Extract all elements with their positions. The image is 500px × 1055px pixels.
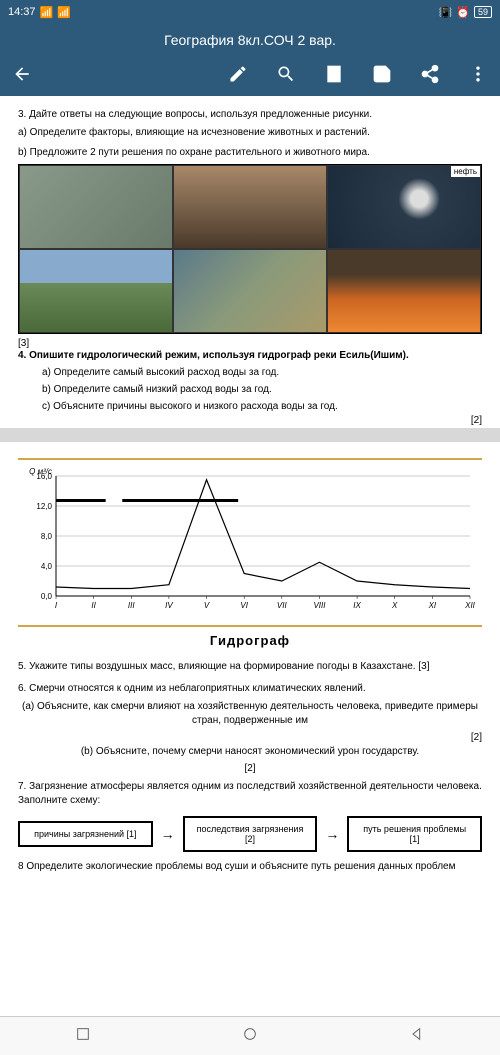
document-title: География 8кл.СОЧ 2 вар. — [164, 32, 336, 48]
nav-recent-button[interactable] — [75, 1026, 91, 1047]
q4b-text: b) Определите самый низкий расход воды з… — [42, 384, 482, 395]
image-plant — [19, 249, 173, 333]
document-content[interactable]: 3. Дайте ответы на следующие вопросы, ис… — [0, 96, 500, 1016]
page-break — [0, 428, 500, 442]
nav-back-button[interactable] — [409, 1026, 425, 1047]
more-button[interactable] — [468, 64, 488, 89]
svg-text:II: II — [91, 601, 96, 610]
nav-home-button[interactable] — [242, 1026, 258, 1047]
flow-box-1: причины загрязнений [1] — [18, 821, 153, 847]
chart-title: Гидрограф — [18, 633, 482, 648]
q6b-text: (b) Объясните, почему смерчи наносят эко… — [18, 745, 482, 759]
q4c-text: c) Объясните причины высокого и низкого … — [42, 401, 482, 412]
document-button[interactable] — [324, 64, 344, 89]
status-bar: 14:37 📶 📶 📳 ⏰ 59 — [0, 0, 500, 24]
q5-text: 5. Укажите типы воздушных масс, влияющие… — [18, 660, 482, 674]
svg-text:8,0: 8,0 — [41, 532, 53, 541]
svg-text:0,0: 0,0 — [41, 592, 53, 601]
image-grid: нефть — [18, 164, 482, 334]
q3-score: [3] — [18, 338, 482, 349]
toolbar — [0, 56, 500, 96]
svg-text:VI: VI — [240, 601, 248, 610]
image-trash — [173, 249, 327, 333]
svg-text:12,0: 12,0 — [36, 502, 52, 511]
signal-icon: 📶 — [40, 6, 54, 19]
q4a-text: a) Определите самый высокий расход воды … — [42, 367, 482, 378]
svg-text:I: I — [55, 601, 58, 610]
battery-icon: 59 — [474, 6, 492, 18]
svg-text:VII: VII — [277, 601, 288, 610]
q6a-score: [2] — [18, 732, 482, 743]
svg-text:X: X — [391, 601, 398, 610]
share-button[interactable] — [420, 64, 440, 89]
image-oil: нефть — [327, 165, 481, 249]
q8-text: 8 Определите экологические проблемы вод … — [18, 860, 482, 874]
svg-text:Q м³/с: Q м³/с — [29, 467, 52, 476]
svg-text:XII: XII — [464, 601, 476, 610]
svg-text:XI: XI — [428, 601, 437, 610]
oil-label: нефть — [451, 166, 480, 177]
q4-text: 4. Опишите гидрологический режим, исполь… — [18, 349, 482, 363]
svg-text:IX: IX — [353, 601, 361, 610]
vibrate-icon: 📳 — [439, 6, 453, 19]
chart-container: 0,04,08,012,016,0Q м³/сIIIIIIIVVVIVIIVII… — [18, 458, 482, 648]
nav-bar — [0, 1016, 500, 1055]
alarm-icon: ⏰ — [456, 6, 470, 19]
hydrograph-chart: 0,04,08,012,016,0Q м³/сIIIIIIIVVVIVIIVII… — [18, 466, 482, 616]
image-fish — [19, 165, 173, 249]
q3a-text: а) Определите факторы, влияющие на исчез… — [18, 126, 482, 140]
edit-button[interactable] — [228, 64, 248, 89]
arrow-icon: → — [161, 826, 175, 842]
flow-diagram: причины загрязнений [1] → последствия за… — [18, 816, 482, 852]
save-button[interactable] — [372, 64, 392, 89]
svg-text:4,0: 4,0 — [41, 562, 53, 571]
q3b-text: b) Предложите 2 пути решения по охране р… — [18, 146, 482, 160]
back-button[interactable] — [12, 64, 32, 89]
svg-text:V: V — [204, 601, 210, 610]
q6-text: 6. Смерчи относятся к одним из неблагопр… — [18, 682, 482, 696]
status-time: 14:37 — [8, 6, 36, 18]
title-bar: География 8кл.СОЧ 2 вар. — [0, 24, 500, 56]
q4-score: [2] — [18, 415, 482, 426]
svg-text:VIII: VIII — [313, 601, 326, 610]
q6b-score: [2] — [18, 763, 482, 774]
flow-box-2: последствия загрязнения [2] — [183, 816, 318, 852]
arrow-icon: → — [325, 826, 339, 842]
q7-text: 7. Загрязнение атмосферы является одним … — [18, 780, 482, 808]
flow-box-3: путь решения проблемы [1] — [347, 816, 482, 852]
svg-text:IV: IV — [165, 601, 173, 610]
wifi-icon: 📶 — [57, 6, 71, 19]
search-button[interactable] — [276, 64, 296, 89]
q6a-text: (а) Объясните, как смерчи влияют на хозя… — [18, 700, 482, 728]
q3-text: 3. Дайте ответы на следующие вопросы, ис… — [18, 108, 482, 122]
image-bird — [173, 165, 327, 249]
svg-text:III: III — [128, 601, 135, 610]
image-fire — [327, 249, 481, 333]
